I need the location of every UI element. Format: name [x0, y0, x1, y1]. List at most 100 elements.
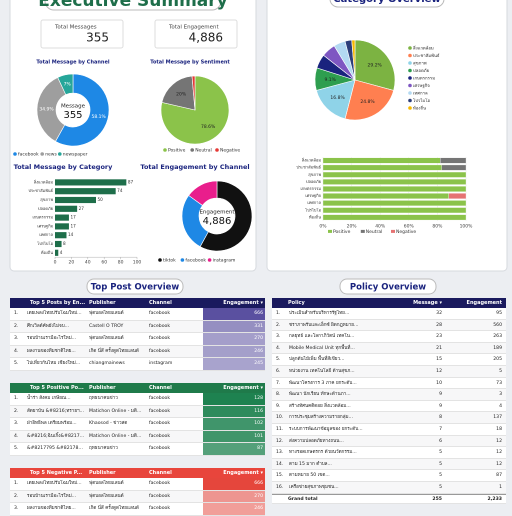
table-row: 1. ประเมินสำหรับบริหารรัฐไทย... 32 95: [272, 308, 506, 320]
table-cell: 87: [203, 443, 265, 455]
legend-label: Neutral: [195, 148, 212, 154]
table-cell: Khaosod - ข่าวสด: [89, 421, 128, 426]
table-cell: 8: [439, 415, 442, 421]
legend-label: Positive: [333, 229, 351, 235]
legend-swatch: [180, 258, 185, 262]
slice-label: 78.6%: [201, 124, 216, 130]
section-title: Policy Overview: [350, 283, 426, 293]
table-cell: 87: [496, 473, 502, 479]
table-cell: เตยเพลงไทยปรับโฉมใหม่...: [27, 481, 82, 486]
table-cell: ฝ่าอิทธิพล เตรียมพร้อม...: [27, 421, 77, 426]
table-cell: 32: [436, 311, 442, 316]
table-cell: facebook: [149, 408, 170, 414]
table-cell: 3: [499, 392, 502, 398]
table-cell: 10: [436, 380, 442, 386]
slice: [316, 79, 356, 120]
slice-label: 7%: [64, 82, 72, 88]
table-cell: รอบบ้านเรามีอะไรใหม่...: [27, 493, 77, 499]
table-row: 9. สร้างทัศนคติดอย สิ่งแวดล้อม... 9 4: [272, 400, 506, 413]
y-tick-label: ประชาสัมพันธ์: [28, 188, 53, 193]
slice: [188, 180, 218, 206]
table-cell: ฟุตบอลไทยแลนด์: [89, 311, 124, 316]
kpi-value: 4,886: [189, 31, 223, 45]
table-cell: 5: [439, 473, 442, 479]
table-cell: Castell O TROY: [89, 323, 124, 329]
slice: [344, 79, 394, 121]
table-row: 4. Mobile Medical Unit ทุกพื้นที่... 21 189: [272, 342, 506, 355]
table-cell: 5.: [14, 446, 19, 451]
x-tick-label: 80: [118, 260, 124, 266]
bar-value: 50: [98, 197, 104, 202]
table-cell: หน่วยงาน เทคโนโลยี ด้านสุขภ...: [289, 369, 355, 374]
table-cell: 263: [493, 334, 502, 340]
center-value: 4,886: [203, 216, 232, 227]
table-cell: 246: [203, 503, 265, 515]
table-row: 2. สัตยาบัน &#8216;ทรายฯ... Matichon Onlin…: [10, 405, 265, 418]
slice: [199, 180, 253, 252]
table-cell: 4: [499, 403, 502, 409]
slice: [36, 77, 67, 142]
slice: [55, 73, 110, 147]
table-cell: chiangmainews: [89, 361, 125, 366]
table-cell: 137: [493, 415, 502, 421]
table-cell: 12: [496, 461, 502, 467]
table-cell: 3.: [14, 336, 19, 341]
table-cell: 9: [439, 392, 442, 398]
table-cell: 2.: [14, 323, 19, 329]
legend-label: facebook: [185, 258, 206, 264]
bar-value: 14: [68, 232, 74, 237]
table-cell: 7: [439, 427, 442, 432]
table-row: 15. ตามหมาย 50 เขต... 5 87: [272, 470, 506, 482]
table-cell: 5: [439, 485, 442, 490]
table-cell: 15.: [276, 473, 284, 479]
table-cell: ผลงานของทีมชาติไทย...: [27, 506, 76, 511]
table-cell: facebook: [149, 433, 170, 439]
table-row: 5. &#8217795 &#8217800... ฤทธนาคนข่าว faceb…: [10, 443, 265, 456]
legend-label: news: [45, 153, 57, 158]
y-tick-label: เทศกาล: [307, 200, 321, 205]
table-cell: 6: [439, 438, 442, 444]
bar-segment: [322, 157, 441, 164]
x-tick-label: 100%: [460, 223, 474, 229]
table-row: 6. หน่วยงาน เทคโนโลยี ด้านสุขภ... 12 5: [272, 366, 506, 378]
legend-swatch: [190, 148, 194, 152]
legend-label: Neutral: [366, 229, 383, 235]
y-tick-label: โปรไบโอ: [37, 241, 54, 246]
slice-label: 24.8%: [360, 99, 375, 105]
column-header: Top 5 Positive Po...: [30, 385, 84, 391]
grand-total-cell: 255: [432, 496, 442, 502]
table-row: 16. เครือข่ายสุขภาพชุมชน... 5 1: [272, 482, 506, 494]
slice-label: 34.9%: [39, 107, 54, 113]
table-cell: ศึกเวิลด์คัพยังไม่จบ...: [27, 323, 70, 329]
table-cell: 189: [493, 345, 502, 351]
column-header: Channel: [149, 470, 172, 476]
table-cell: 21: [436, 345, 442, 351]
table-row: 5. ไปเที่ยวกันไหม เชียงใหม่... chiangmaine…: [10, 358, 265, 371]
legend-label: Positive: [168, 148, 186, 154]
table-cell: 14.: [276, 461, 284, 467]
table-row: 3. รอบบ้านเรามีอะไรใหม่... ฟุตบอลไทยแลนด์ f…: [10, 333, 265, 346]
table-cell: 13.: [276, 450, 284, 456]
table-cell: 73: [496, 380, 502, 386]
table-cell: 5: [439, 450, 442, 456]
table-cell: พัฒนาโครงการ 3 ภาค ยกระดับ...: [289, 380, 357, 386]
table-cell: Matichon Online - มติ...: [89, 433, 142, 439]
legend-swatch: [408, 46, 412, 50]
bar-segment: [322, 193, 449, 199]
x-tick-label: 0%: [319, 223, 327, 229]
table-cell: 1.: [14, 311, 19, 316]
slice: [161, 75, 196, 111]
column-header: Engagement: [466, 300, 502, 306]
table-cell: 4.: [14, 348, 19, 354]
table-row: 3. ฝ่าอิทธิพล เตรียมพร้อม... Khaosod - ข่า…: [10, 418, 265, 431]
table-header: Top 5 Negative P... Publisher Channel Engag…: [10, 468, 265, 478]
table-cell: ส่งความปลอดภัยทางถนน...: [289, 438, 344, 444]
table-cell: ฤทธนาคนข่าว: [89, 446, 118, 451]
bar-segment: [322, 200, 467, 206]
bar-segment: [322, 179, 467, 185]
table-cell: 5: [499, 369, 502, 374]
legend-label: เทศกาล: [413, 91, 428, 97]
y-tick-label: เทศกาล: [39, 232, 53, 237]
x-tick-label: 20%: [347, 223, 358, 229]
y-tick-label: เศรษฐกิจ: [37, 223, 53, 228]
